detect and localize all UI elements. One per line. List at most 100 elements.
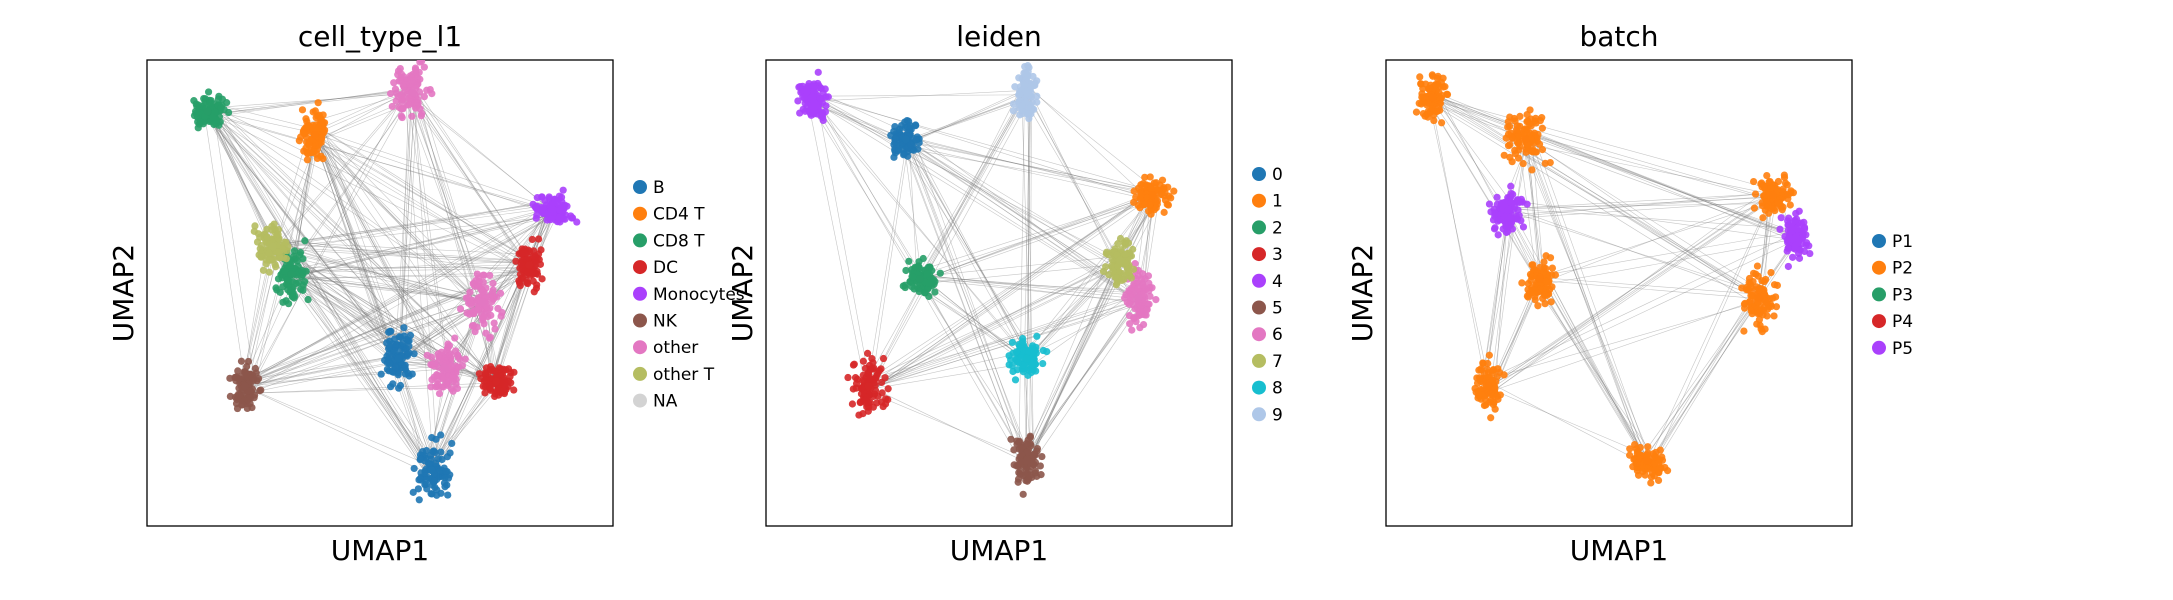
cluster-node (1535, 275, 1544, 284)
paga-edge (1524, 142, 1546, 281)
cell-point (496, 388, 505, 397)
paga-edge (870, 262, 1127, 388)
cell-point (1647, 479, 1655, 487)
paga-edge (250, 361, 399, 390)
paga-edge (1524, 138, 1798, 240)
paga-edge (1537, 193, 1776, 285)
cell-point (263, 233, 271, 241)
cell-point (1131, 260, 1139, 268)
cluster-nk (226, 357, 265, 413)
legend-item: P3 (1872, 285, 1913, 305)
paga-edge (247, 254, 278, 385)
cell-point (256, 245, 264, 253)
cell-point (530, 288, 538, 296)
cell-point (1497, 199, 1505, 207)
legend-marker (1252, 193, 1266, 208)
cell-point (902, 266, 910, 275)
paga-edge (1431, 97, 1802, 239)
paga-edge (266, 241, 528, 255)
paga-edge (1489, 300, 1757, 393)
cell-point (235, 375, 243, 383)
legend-label: 5 (1272, 299, 1283, 319)
legend-marker (1252, 407, 1266, 422)
cell-point (491, 325, 499, 333)
cell-point (1484, 359, 1492, 368)
paga-edge (1517, 201, 1769, 219)
paga-edge (209, 114, 546, 209)
cell-point (870, 390, 879, 398)
paga-edge (289, 270, 433, 471)
cell-point (401, 364, 409, 372)
paga-edge (916, 256, 1115, 278)
cell-point (1481, 392, 1489, 400)
cluster-node (915, 275, 924, 284)
cell-point (869, 403, 877, 411)
paga-edge (269, 242, 488, 309)
paga-edge (208, 110, 429, 468)
cell-point (1030, 348, 1038, 356)
cell-point (1147, 210, 1155, 218)
cluster-node (203, 107, 212, 116)
cell-point (1013, 366, 1022, 374)
paga-edge (290, 92, 413, 273)
cell-point (1125, 268, 1133, 276)
cluster-dc (512, 235, 546, 296)
cell-point (481, 389, 489, 397)
paga-edge (271, 246, 532, 262)
paga-edge (245, 356, 399, 387)
paga-edge (927, 280, 1021, 357)
cell-point (519, 260, 527, 269)
legend: P1 P2 P3 P4 P5 (1872, 232, 1913, 359)
cell-point (863, 393, 872, 401)
paga-edge (809, 104, 923, 285)
cell-point (274, 275, 283, 283)
cluster-node (1116, 256, 1125, 265)
cell-point (530, 247, 538, 255)
cell-point (1769, 294, 1777, 302)
cell-point (448, 439, 456, 448)
paga-edge (297, 212, 559, 277)
cell-point (1516, 122, 1524, 130)
paga-edge (406, 94, 447, 366)
cell-point (479, 278, 487, 286)
cluster-5 (1007, 432, 1046, 498)
cell-point (1138, 275, 1146, 283)
cell-point (1489, 401, 1498, 409)
cell-point (409, 488, 417, 496)
cell-point (799, 105, 807, 113)
paga-edge (291, 273, 404, 353)
paga-edge (273, 201, 551, 246)
paga-edge (1481, 384, 1646, 455)
cell-point (859, 357, 867, 365)
paga-edge (209, 88, 415, 115)
cell-point (256, 233, 264, 241)
cell-point (906, 121, 915, 130)
legend-item: DC (633, 258, 678, 278)
cell-point (816, 94, 824, 102)
paga-edge (1029, 265, 1121, 361)
paga-edge (1648, 195, 1773, 462)
legend-marker (633, 340, 647, 355)
cell-point (428, 490, 436, 498)
cell-point (518, 274, 526, 282)
paga-edge (1027, 96, 1119, 258)
cell-point (1753, 320, 1761, 328)
cell-point (233, 404, 242, 413)
paga-edge (1436, 101, 1777, 201)
paga-edge (277, 244, 481, 304)
paga-edge (862, 300, 1135, 390)
cell-point (461, 355, 469, 363)
cell-point (1024, 476, 1032, 484)
paga-edge (1491, 194, 1770, 387)
paga-edge (1021, 192, 1156, 359)
cluster-3 (844, 349, 892, 419)
cell-point (480, 320, 488, 328)
paga-edge (276, 248, 526, 265)
paga-edge (1028, 195, 1158, 461)
cell-point (398, 113, 406, 122)
paga-edge (206, 93, 413, 109)
paga-edge (1437, 92, 1538, 282)
paga-edge (813, 98, 1028, 361)
paga-edge (1026, 263, 1122, 358)
paga-edge (401, 89, 482, 307)
